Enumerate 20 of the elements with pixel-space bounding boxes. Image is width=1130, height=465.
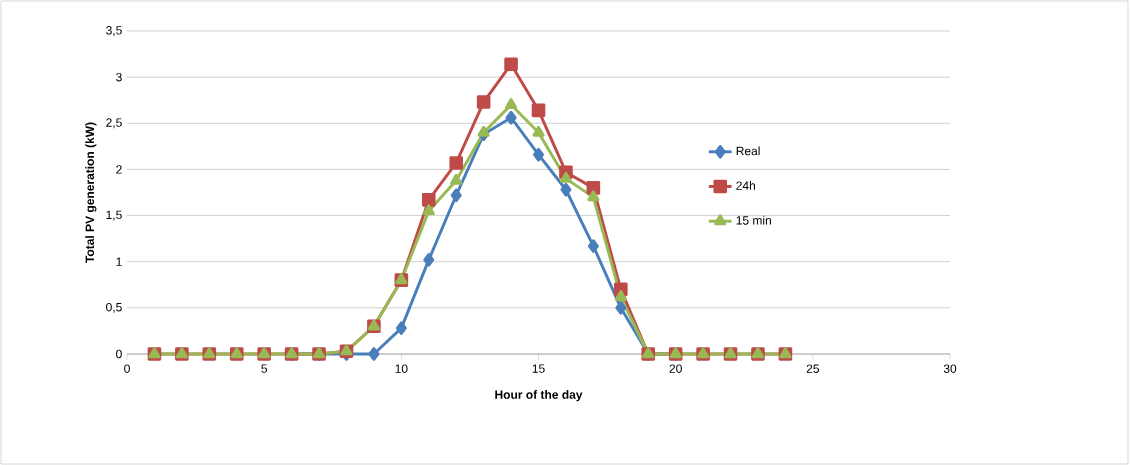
y-tick-label: 2 [116, 165, 122, 174]
y-tick-label: 3,5 [106, 26, 122, 36]
legend-label: 15 min [736, 215, 771, 225]
x-tick-label: 30 [943, 364, 957, 373]
x-axis-title: Hour of the day [495, 390, 583, 402]
y-tick-label: 3 [116, 72, 122, 82]
x-tick-label: 20 [669, 364, 682, 373]
legend-label: 24h [736, 181, 755, 190]
x-tick-label: 5 [261, 364, 268, 373]
x-tick-label: 25 [806, 364, 820, 373]
y-tick-label: 2,5 [106, 118, 122, 129]
x-tick-label: 0 [124, 364, 130, 373]
y-tick-label: 1 [116, 257, 122, 266]
legend-label: Real [736, 146, 760, 156]
y-tick-label: 1,5 [106, 210, 122, 221]
y-tick-label: 0,5 [106, 302, 122, 313]
x-tick-label: 10 [395, 364, 408, 373]
y-axis-title: Total PV generation (kW) [85, 122, 97, 263]
x-tick-label: 15 [532, 364, 545, 373]
y-tick-label: 0 [116, 349, 122, 359]
